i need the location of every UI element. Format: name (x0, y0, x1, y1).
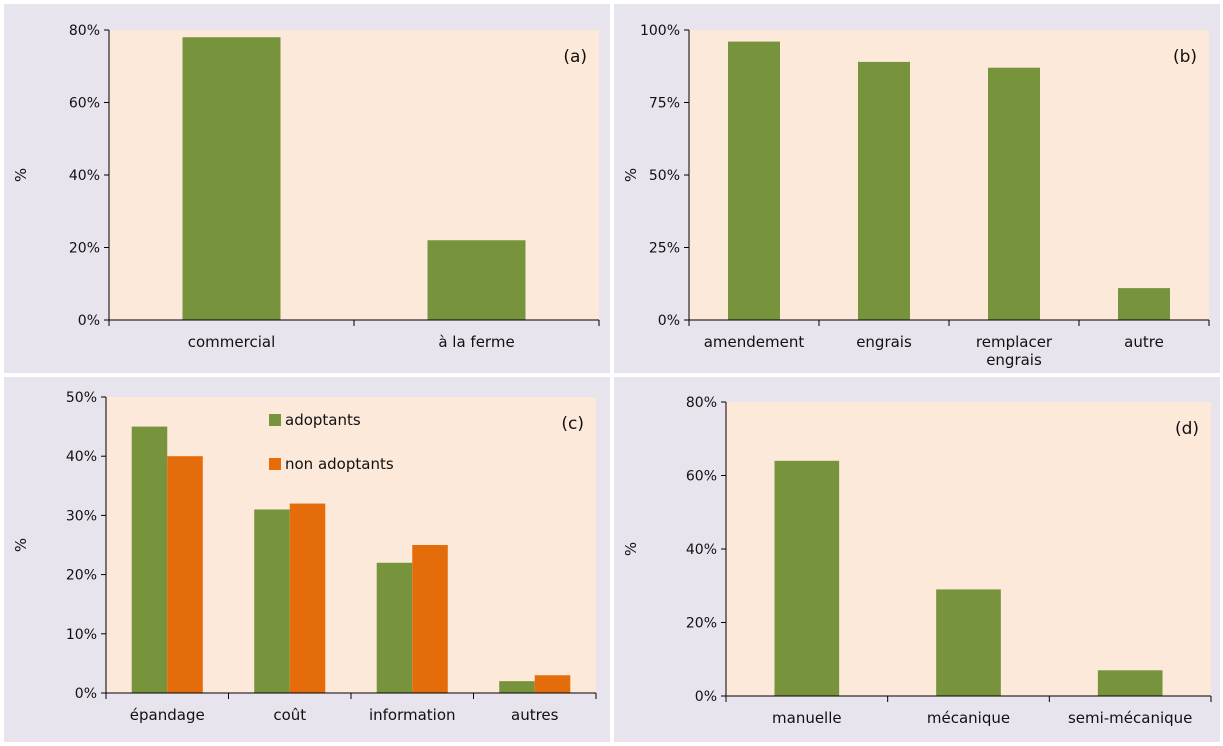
x-category-label: autres (511, 706, 559, 724)
bar-d-0 (774, 460, 840, 696)
y-tick-label: 80% (686, 395, 717, 411)
x-category-label: engrais (856, 333, 912, 351)
x-category-label: autre (1124, 333, 1164, 351)
legend-label: adoptants (285, 411, 361, 429)
y-axis-label: % (12, 538, 30, 552)
chart-panel-c: 0% 10% 20% 30% 40% 50% épandage coût information… (4, 377, 610, 742)
x-category-label: coût (273, 706, 306, 724)
y-tick-label: 40% (69, 168, 100, 184)
y-tick-label: 40% (66, 449, 97, 465)
bar-b-3 (1118, 288, 1170, 320)
chart-svg-b: 0% 25% 50% 75% 100% amendement engrais remplace… (622, 23, 1210, 369)
y-tick-label: 20% (69, 241, 100, 257)
chart-panel-d: 0% 20% 40% 60% 80% manuelle mécanique semi-méca… (614, 377, 1220, 742)
bar-c-adoptants-2 (376, 562, 413, 693)
y-tick-label: 0% (75, 686, 97, 702)
y-tick-label: 20% (686, 616, 717, 632)
bar-b-2 (988, 67, 1040, 320)
y-tick-label: 25% (649, 241, 680, 257)
y-tick-label: 50% (66, 390, 97, 406)
y-tick-label: 30% (66, 508, 97, 524)
x-category-label: information (369, 706, 456, 724)
chart-svg-c: 0% 10% 20% 30% 40% 50% épandage coût information… (12, 390, 597, 724)
bar-d-1 (936, 589, 1001, 696)
bar-a-0 (182, 37, 281, 320)
y-tick-label: 50% (649, 168, 680, 184)
bar-c-adoptants-1 (254, 509, 290, 693)
chart-panel-b: 0% 25% 50% 75% 100% amendement engrais remplace… (614, 4, 1220, 373)
y-tick-label: 60% (686, 469, 717, 485)
legend-swatch-adoptants (269, 414, 281, 426)
x-category-label: manuelle (772, 709, 842, 727)
panel-label: (b) (1173, 47, 1197, 67)
y-tick-label: 0% (658, 313, 680, 329)
x-category-label: remplacer engrais (976, 333, 1053, 369)
bar-c-non-adoptants-0 (167, 456, 203, 693)
bar-d-2 (1097, 670, 1163, 696)
y-axis-label: % (622, 168, 640, 182)
chart-panel-a: 0% 20% 40% 60% 80% commercial à la ferme% (a) (4, 4, 610, 373)
bar-c-adoptants-0 (131, 426, 168, 693)
legend-swatch-non-adoptants (269, 458, 281, 470)
y-tick-label: 0% (695, 689, 717, 705)
x-category-label: épandage (130, 706, 205, 724)
x-category-label: commercial (188, 333, 276, 351)
y-tick-label: 100% (640, 23, 680, 39)
bar-c-adoptants-3 (499, 681, 535, 693)
x-category-label: mécanique (927, 709, 1010, 727)
y-tick-label: 20% (66, 568, 97, 584)
bar-b-1 (858, 61, 910, 321)
y-tick-label: 10% (66, 627, 97, 643)
y-tick-label: 80% (69, 23, 100, 39)
y-axis-label: % (12, 168, 30, 182)
bar-c-non-adoptants-1 (289, 503, 326, 693)
bar-c-non-adoptants-2 (412, 545, 448, 693)
legend-label: non adoptants (285, 455, 394, 473)
bar-b-0 (728, 41, 780, 320)
bar-a-1 (427, 240, 526, 320)
chart-svg-d: 0% 20% 40% 60% 80% manuelle mécanique semi-méca… (622, 395, 1212, 727)
y-tick-label: 60% (69, 96, 100, 112)
panel-label: (c) (561, 414, 584, 434)
y-axis-label: % (622, 542, 640, 556)
x-category-label: semi-mécanique (1068, 709, 1192, 727)
y-tick-label: 75% (649, 96, 680, 112)
x-category-label: à la ferme (438, 333, 514, 351)
chart-svg-a: 0% 20% 40% 60% 80% commercial à la ferme% (a) (12, 23, 600, 351)
y-tick-label: 0% (78, 313, 100, 329)
panel-label: (a) (563, 47, 587, 67)
panel-label: (d) (1175, 419, 1199, 439)
bar-c-non-adoptants-3 (534, 675, 571, 693)
x-category-label: amendement (704, 333, 805, 351)
y-tick-label: 40% (686, 542, 717, 558)
